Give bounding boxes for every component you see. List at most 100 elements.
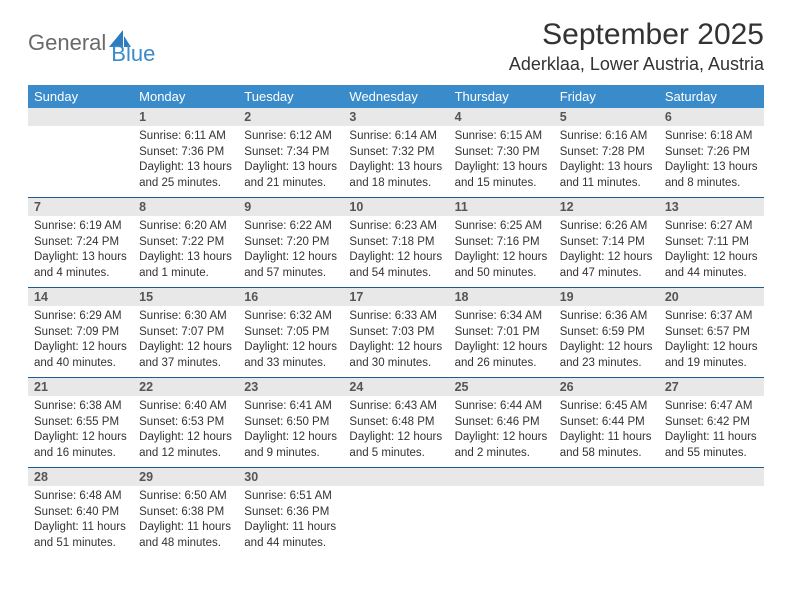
calendar-cell — [28, 108, 133, 197]
weeks-container: 1Sunrise: 6:11 AMSunset: 7:36 PMDaylight… — [28, 108, 764, 557]
day-number: 22 — [133, 378, 238, 396]
daylight: Daylight: 13 hours and 21 minutes. — [244, 160, 337, 191]
sunset: Sunset: 6:36 PM — [244, 505, 337, 521]
calendar-cell: 14 Sunrise: 6:29 AMSunset: 7:09 PMDayligh… — [28, 288, 133, 377]
calendar-cell: 19Sunrise: 6:36 AMSunset: 6:59 PMDayligh… — [554, 288, 659, 377]
sunrise: Sunrise: 6:22 AM — [244, 219, 337, 235]
calendar-cell: 6Sunrise: 6:18 AMSunset: 7:26 PMDaylight… — [659, 108, 764, 197]
logo: General B lue — [28, 22, 155, 64]
calendar-cell: 2Sunrise: 6:12 AMSunset: 7:34 PMDaylight… — [238, 108, 343, 197]
day-number: 20 — [659, 288, 764, 306]
sunset: Sunset: 6:59 PM — [560, 325, 653, 341]
calendar-cell: 23 Sunrise: 6:41 AMSunset: 6:50 PMDayligh… — [238, 378, 343, 467]
daylight: Daylight: 13 hours and 8 minutes. — [665, 160, 758, 191]
calendar-cell: 8Sunrise: 6:20 AMSunset: 7:22 PMDaylight… — [133, 198, 238, 287]
daylight: Daylight: 12 hours and 12 minutes. — [139, 430, 232, 461]
calendar-cell — [449, 468, 554, 557]
sunrise: Sunrise: 6:34 AM — [455, 309, 548, 325]
sunset: Sunset: 7:16 PM — [455, 235, 548, 251]
daylight: Daylight: 13 hours and 15 minutes. — [455, 160, 548, 191]
sunrise: Sunrise: 6:37 AM — [665, 309, 758, 325]
page-title: September 2025 — [509, 18, 764, 52]
day-header: Thursday — [449, 85, 554, 108]
day-number: 9 — [238, 198, 343, 216]
sunset: Sunset: 7:24 PM — [34, 235, 127, 251]
daylight: Daylight: 12 hours and 9 minutes. — [244, 430, 337, 461]
daylight: Daylight: 11 hours and 48 minutes. — [139, 520, 232, 551]
day-number: 27 — [659, 378, 764, 396]
calendar-cell: 11 Sunrise: 6:25 AMSunset: 7:16 PMDayligh… — [449, 198, 554, 287]
day-number: 29 — [133, 468, 238, 486]
sunset: Sunset: 6:50 PM — [244, 415, 337, 431]
sunrise: Sunrise: 6:45 AM — [560, 399, 653, 415]
sunset: Sunset: 6:55 PM — [34, 415, 127, 431]
day-number: 28 — [28, 468, 133, 486]
logo-text-general: General — [28, 30, 106, 56]
daylight: Daylight: 13 hours and 1 minute. — [139, 250, 232, 281]
sunrise: Sunrise: 6:29 AM — [34, 309, 127, 325]
calendar-cell: 1Sunrise: 6:11 AMSunset: 7:36 PMDaylight… — [133, 108, 238, 197]
day-header: Friday — [554, 85, 659, 108]
sunrise: Sunrise: 6:48 AM — [34, 489, 127, 505]
day-number — [659, 468, 764, 486]
sunrise: Sunrise: 6:30 AM — [139, 309, 232, 325]
day-number: 6 — [659, 108, 764, 126]
day-number: 4 — [449, 108, 554, 126]
sunrise: Sunrise: 6:23 AM — [349, 219, 442, 235]
calendar-cell: 18Sunrise: 6:34 AMSunset: 7:01 PMDayligh… — [449, 288, 554, 377]
day-number: 24 — [343, 378, 448, 396]
sunset: Sunset: 7:30 PM — [455, 145, 548, 161]
day-number: 25 — [449, 378, 554, 396]
daylight: Daylight: 12 hours and 40 minutes. — [34, 340, 127, 371]
calendar-cell: 3Sunrise: 6:14 AMSunset: 7:32 PMDaylight… — [343, 108, 448, 197]
sunrise: Sunrise: 6:51 AM — [244, 489, 337, 505]
sunset: Sunset: 6:44 PM — [560, 415, 653, 431]
sunset: Sunset: 7:07 PM — [139, 325, 232, 341]
sunrise: Sunrise: 6:25 AM — [455, 219, 548, 235]
calendar-cell: 21Sunrise: 6:38 AMSunset: 6:55 PMDayligh… — [28, 378, 133, 467]
sunset: Sunset: 6:38 PM — [139, 505, 232, 521]
daylight: Daylight: 12 hours and 23 minutes. — [560, 340, 653, 371]
daylight: Daylight: 12 hours and 33 minutes. — [244, 340, 337, 371]
daylight: Daylight: 12 hours and 57 minutes. — [244, 250, 337, 281]
sunset: Sunset: 7:11 PM — [665, 235, 758, 251]
sunrise: Sunrise: 6:26 AM — [560, 219, 653, 235]
day-number: 5 — [554, 108, 659, 126]
daylight: Daylight: 11 hours and 55 minutes. — [665, 430, 758, 461]
sunrise: Sunrise: 6:41 AM — [244, 399, 337, 415]
sunset: Sunset: 7:28 PM — [560, 145, 653, 161]
logo-text-b: B — [111, 44, 126, 64]
calendar: Sunday Monday Tuesday Wednesday Thursday… — [28, 85, 764, 557]
daylight: Daylight: 11 hours and 58 minutes. — [560, 430, 653, 461]
day-number: 2 — [238, 108, 343, 126]
week-row: 7Sunrise: 6:19 AMSunset: 7:24 PMDaylight… — [28, 198, 764, 288]
daylight: Daylight: 12 hours and 50 minutes. — [455, 250, 548, 281]
day-header: Saturday — [659, 85, 764, 108]
daylight: Daylight: 12 hours and 30 minutes. — [349, 340, 442, 371]
sunset: Sunset: 6:48 PM — [349, 415, 442, 431]
sunrise: Sunrise: 6:18 AM — [665, 129, 758, 145]
day-number: 8 — [133, 198, 238, 216]
sunrise: Sunrise: 6:32 AM — [244, 309, 337, 325]
sunrise: Sunrise: 6:19 AM — [34, 219, 127, 235]
sunrise: Sunrise: 6:40 AM — [139, 399, 232, 415]
sunrise: Sunrise: 6:15 AM — [455, 129, 548, 145]
calendar-cell: 26Sunrise: 6:45 AMSunset: 6:44 PMDayligh… — [554, 378, 659, 467]
calendar-cell: 17Sunrise: 6:33 AMSunset: 7:03 PMDayligh… — [343, 288, 448, 377]
daylight: Daylight: 12 hours and 2 minutes. — [455, 430, 548, 461]
day-number: 23 — [238, 378, 343, 396]
day-number: 11 — [449, 198, 554, 216]
sunrise: Sunrise: 6:16 AM — [560, 129, 653, 145]
day-headers: Sunday Monday Tuesday Wednesday Thursday… — [28, 85, 764, 108]
sunset: Sunset: 7:22 PM — [139, 235, 232, 251]
sunset: Sunset: 7:14 PM — [560, 235, 653, 251]
sunset: Sunset: 7:36 PM — [139, 145, 232, 161]
sunrise: Sunrise: 6:44 AM — [455, 399, 548, 415]
sunrise: Sunrise: 6:50 AM — [139, 489, 232, 505]
day-header: Sunday — [28, 85, 133, 108]
calendar-cell: 30Sunrise: 6:51 AMSunset: 6:36 PMDayligh… — [238, 468, 343, 557]
title-block: September 2025 Aderklaa, Lower Austria, … — [509, 18, 764, 75]
day-number: 14 — [28, 288, 133, 306]
calendar-cell: 24Sunrise: 6:43 AMSunset: 6:48 PMDayligh… — [343, 378, 448, 467]
sunset: Sunset: 7:09 PM — [34, 325, 127, 341]
